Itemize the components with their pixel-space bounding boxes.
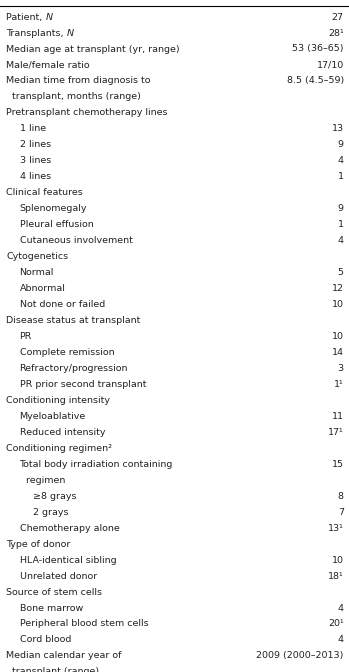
Text: Cytogenetics: Cytogenetics [6, 252, 68, 261]
Text: Refractory/progression: Refractory/progression [20, 364, 128, 373]
Text: 2009 (2000–2013): 2009 (2000–2013) [257, 651, 344, 661]
Text: 12: 12 [332, 284, 344, 293]
Text: Pretransplant chemotherapy lines: Pretransplant chemotherapy lines [6, 108, 168, 118]
Text: 2 lines: 2 lines [20, 140, 51, 149]
Text: 27: 27 [332, 13, 344, 22]
Text: Patient,: Patient, [6, 13, 45, 22]
Text: Pleural effusion: Pleural effusion [20, 220, 93, 229]
Text: 4: 4 [338, 157, 344, 165]
Text: Myeloablative: Myeloablative [20, 412, 86, 421]
Text: 18¹: 18¹ [328, 572, 344, 581]
Text: 7: 7 [338, 507, 344, 517]
Text: Normal: Normal [20, 268, 54, 277]
Text: Splenomegaly: Splenomegaly [20, 204, 87, 213]
Text: 1: 1 [338, 220, 344, 229]
Text: Male/female ratio: Male/female ratio [6, 60, 90, 69]
Text: 3 lines: 3 lines [20, 157, 51, 165]
Text: Median time from diagnosis to: Median time from diagnosis to [6, 77, 151, 85]
Text: Cutaneous involvement: Cutaneous involvement [20, 236, 132, 245]
Text: Conditioning intensity: Conditioning intensity [6, 396, 110, 405]
Text: 8: 8 [338, 492, 344, 501]
Text: Not done or failed: Not done or failed [20, 300, 105, 309]
Text: 5: 5 [338, 268, 344, 277]
Text: Cord blood: Cord blood [20, 636, 71, 644]
Text: transplant, months (range): transplant, months (range) [6, 93, 141, 101]
Text: 10: 10 [332, 332, 344, 341]
Text: Conditioning regimen²: Conditioning regimen² [6, 444, 112, 453]
Text: PR: PR [20, 332, 32, 341]
Text: 53 (36–65): 53 (36–65) [292, 44, 344, 54]
Text: 1¹: 1¹ [334, 380, 344, 389]
Text: 14: 14 [332, 348, 344, 357]
Text: 17/10: 17/10 [317, 60, 344, 69]
Text: 11: 11 [332, 412, 344, 421]
Text: Complete remission: Complete remission [20, 348, 114, 357]
Text: 1: 1 [338, 172, 344, 181]
Text: Peripheral blood stem cells: Peripheral blood stem cells [20, 620, 148, 628]
Text: 4 lines: 4 lines [20, 172, 51, 181]
Text: 13¹: 13¹ [328, 523, 344, 533]
Text: Median calendar year of: Median calendar year of [6, 651, 122, 661]
Text: regimen: regimen [20, 476, 65, 485]
Text: ≥8 grays: ≥8 grays [33, 492, 76, 501]
Text: Chemotherapy alone: Chemotherapy alone [20, 523, 119, 533]
Text: 4: 4 [338, 636, 344, 644]
Text: 13: 13 [332, 124, 344, 133]
Text: 17¹: 17¹ [328, 428, 344, 437]
Text: 9: 9 [338, 204, 344, 213]
Text: 28¹: 28¹ [328, 28, 344, 38]
Text: 4: 4 [338, 236, 344, 245]
Text: Bone marrow: Bone marrow [20, 603, 83, 612]
Text: 1 line: 1 line [20, 124, 46, 133]
Text: 10: 10 [332, 300, 344, 309]
Text: Clinical features: Clinical features [6, 188, 83, 198]
Text: Total body irradiation containing: Total body irradiation containing [20, 460, 173, 469]
Text: 10: 10 [332, 556, 344, 564]
Text: Transplants,: Transplants, [6, 28, 67, 38]
Text: transplant (range): transplant (range) [6, 667, 99, 672]
Text: 8.5 (4.5–59): 8.5 (4.5–59) [287, 77, 344, 85]
Text: Source of stem cells: Source of stem cells [6, 587, 102, 597]
Text: PR prior second transplant: PR prior second transplant [20, 380, 146, 389]
Text: 4: 4 [338, 603, 344, 612]
Text: Abnormal: Abnormal [20, 284, 65, 293]
Text: Type of donor: Type of donor [6, 540, 70, 548]
Text: N: N [45, 13, 53, 22]
Text: 2 grays: 2 grays [33, 507, 68, 517]
Text: Unrelated donor: Unrelated donor [20, 572, 97, 581]
Text: Disease status at transplant: Disease status at transplant [6, 316, 141, 325]
Text: 3: 3 [337, 364, 344, 373]
Text: Reduced intensity: Reduced intensity [20, 428, 105, 437]
Text: HLA-identical sibling: HLA-identical sibling [20, 556, 116, 564]
Text: N: N [67, 28, 74, 38]
Text: 15: 15 [332, 460, 344, 469]
Text: 20¹: 20¹ [328, 620, 344, 628]
Text: 9: 9 [338, 140, 344, 149]
Text: Median age at transplant (yr, range): Median age at transplant (yr, range) [6, 44, 180, 54]
